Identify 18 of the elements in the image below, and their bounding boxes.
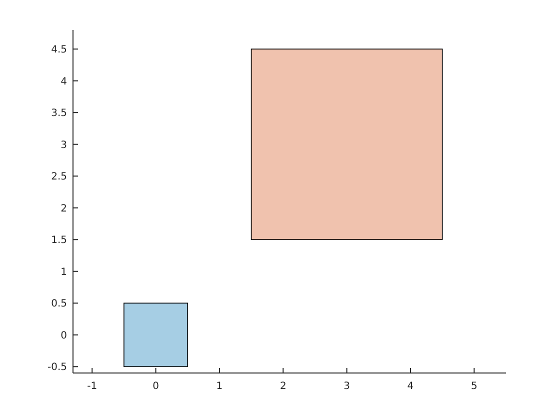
y-tick-label: 2.5 — [51, 172, 67, 183]
x-tick-label: 4 — [407, 381, 414, 392]
x-tick-label: 1 — [216, 381, 223, 392]
y-tick-label: 1 — [60, 266, 67, 278]
y-tick-label: 1.5 — [51, 235, 67, 246]
y-tick-label: 4 — [60, 76, 67, 88]
x-tick-label: -1 — [87, 381, 98, 392]
y-tick-label: 0 — [60, 330, 67, 342]
y-tick-label: 0.5 — [51, 298, 67, 310]
x-tick-label: 5 — [470, 381, 478, 392]
y-tick-label: 4.5 — [51, 44, 67, 56]
y-tick-label: 3.5 — [51, 108, 67, 120]
y-tick-label: 3 — [60, 140, 67, 151]
x-tick-label: 0 — [152, 381, 159, 392]
y-tick-label: -0.5 — [47, 362, 67, 374]
x-tick-label: 2 — [280, 381, 286, 392]
y-tick-label: 2 — [60, 203, 67, 214]
x-tick-label: 3 — [344, 381, 350, 392]
